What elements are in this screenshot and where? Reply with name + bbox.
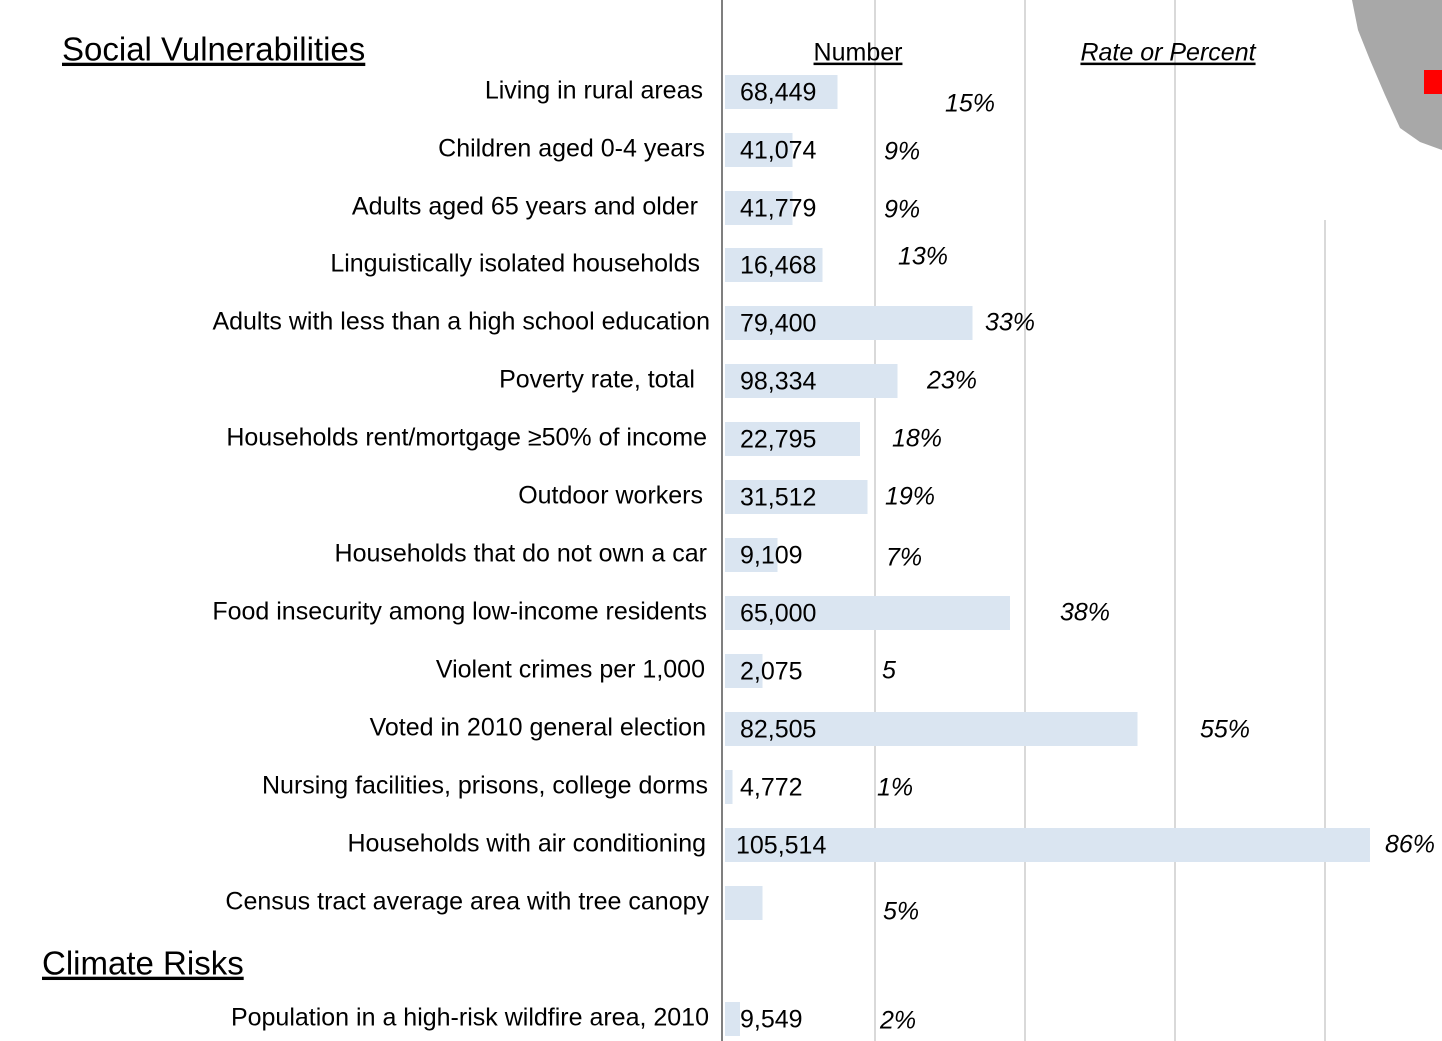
number-label: 2,075 [740, 658, 803, 686]
section-title: Social Vulnerabilities [62, 31, 365, 68]
bar [725, 770, 733, 804]
number-label: 79,400 [740, 310, 816, 338]
row-label: Outdoor workers [518, 482, 703, 510]
rate-label: 18% [892, 425, 942, 453]
bar [725, 538, 778, 572]
bar [725, 480, 868, 514]
rate-label: 13% [898, 243, 948, 271]
number-label: 41,074 [740, 137, 817, 165]
row-label: Living in rural areas [485, 77, 703, 105]
rate-label: 15% [945, 90, 995, 118]
number-label: 65,000 [740, 600, 816, 628]
row-label: Households rent/mortgage ≥50% of income [226, 424, 707, 452]
row-label: Violent crimes per 1,000 [436, 656, 705, 684]
row-label: Nursing facilities, prisons, college dor… [262, 772, 708, 800]
rate-label: 86% [1385, 831, 1435, 859]
number-label: 82,505 [740, 716, 816, 744]
bar [725, 191, 793, 225]
rate-label: 55% [1200, 716, 1250, 744]
rate-label: 9% [884, 138, 920, 166]
rate-label: 33% [985, 309, 1035, 337]
rate-label: 5 [882, 657, 896, 685]
section-title: Climate Risks [42, 945, 244, 982]
bar [725, 364, 898, 398]
row-label: Linguistically isolated households [330, 250, 700, 278]
bar [725, 422, 860, 456]
number-label: 41,779 [740, 195, 816, 223]
number-label: 68,449 [740, 79, 816, 107]
row-label: Population in a high-risk wildfire area,… [231, 1004, 709, 1032]
rate-label: 1% [877, 774, 913, 802]
rate-label: 23% [926, 367, 977, 395]
rate-label: 9% [884, 196, 920, 224]
bar [725, 248, 823, 282]
bar [725, 828, 1370, 862]
number-label: 9,549 [740, 1006, 803, 1034]
rate-label: 5% [883, 898, 919, 926]
rate-label: 7% [886, 544, 922, 572]
column-header: Number [814, 39, 903, 67]
rate-label: 38% [1060, 599, 1110, 627]
bar [725, 712, 1138, 746]
number-label: 4,772 [740, 774, 803, 802]
row-label: Poverty rate, total [499, 366, 695, 394]
number-label: 105,514 [736, 832, 826, 860]
row-label: Voted in 2010 general election [370, 714, 706, 742]
row-label: Adults with less than a high school educ… [212, 308, 710, 336]
row-label: Food insecurity among low-income residen… [212, 598, 707, 626]
bar [725, 596, 1010, 630]
number-label: 98,334 [740, 368, 817, 396]
bar [725, 886, 763, 920]
number-label: 16,468 [740, 252, 816, 280]
rate-label: 2% [879, 1007, 916, 1035]
row-label: Adults aged 65 years and older [352, 193, 698, 221]
bar [725, 133, 793, 167]
row-label: Households with air conditioning [347, 830, 706, 858]
map-fragment [1352, 0, 1442, 150]
number-label: 9,109 [740, 542, 803, 570]
number-label: 22,795 [740, 426, 816, 454]
row-label: Children aged 0-4 years [438, 135, 705, 163]
bar [725, 654, 763, 688]
row-label: Households that do not own a car [335, 540, 707, 568]
row-label: Census tract average area with tree cano… [225, 888, 709, 916]
bar [725, 306, 973, 340]
column-header: Rate or Percent [1080, 39, 1256, 67]
bar [725, 75, 838, 109]
rate-label: 19% [885, 483, 935, 511]
number-label: 31,512 [740, 484, 816, 512]
bar [725, 1002, 740, 1036]
